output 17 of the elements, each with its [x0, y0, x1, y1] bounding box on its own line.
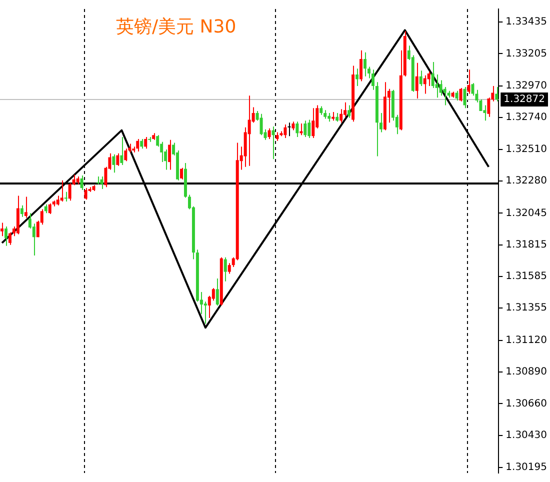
y-tick-label: 1.32510 [506, 144, 548, 155]
y-tick-label: 1.30430 [506, 430, 548, 441]
y-tick-label: 1.32045 [506, 208, 548, 219]
y-tick-label: 1.30890 [506, 366, 548, 378]
y-tick-label: 1.33205 [506, 48, 548, 60]
y-tick-label: 1.31355 [506, 302, 548, 314]
y-tick-label: 1.33435 [506, 16, 548, 28]
y-tick-label: 1.30660 [506, 398, 548, 410]
text: 英镑/美元 N30 [116, 16, 236, 38]
y-tick-label: 1.30195 [506, 462, 548, 474]
ref-line-label: 1.32872 [504, 94, 546, 106]
y-tick-label: 1.31585 [506, 271, 548, 282]
y-tick-label: 1.31815 [506, 239, 548, 250]
y-tick-label: 1.32740 [506, 112, 548, 124]
y-tick-label: 1.32970 [506, 80, 548, 92]
y-tick-label: 1.32280 [506, 175, 548, 186]
y-tick-label: 1.31120 [506, 335, 548, 346]
